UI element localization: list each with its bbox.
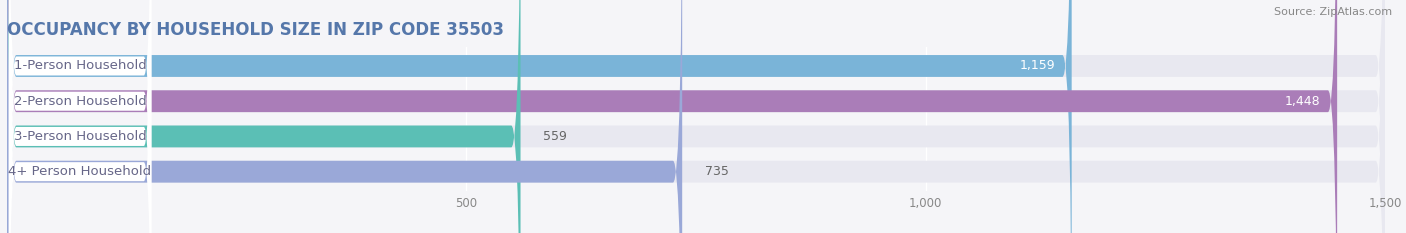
Text: OCCUPANCY BY HOUSEHOLD SIZE IN ZIP CODE 35503: OCCUPANCY BY HOUSEHOLD SIZE IN ZIP CODE … bbox=[7, 21, 503, 39]
FancyBboxPatch shape bbox=[7, 0, 1385, 233]
FancyBboxPatch shape bbox=[7, 0, 682, 233]
FancyBboxPatch shape bbox=[7, 0, 1385, 233]
Text: 2-Person Household: 2-Person Household bbox=[14, 95, 146, 108]
FancyBboxPatch shape bbox=[7, 0, 1385, 233]
Text: 1,448: 1,448 bbox=[1285, 95, 1320, 108]
FancyBboxPatch shape bbox=[8, 0, 152, 233]
Text: Source: ZipAtlas.com: Source: ZipAtlas.com bbox=[1274, 7, 1392, 17]
Text: 559: 559 bbox=[544, 130, 568, 143]
FancyBboxPatch shape bbox=[8, 0, 152, 233]
Text: 1-Person Household: 1-Person Household bbox=[14, 59, 146, 72]
Text: 4+ Person Household: 4+ Person Household bbox=[8, 165, 152, 178]
Text: 3-Person Household: 3-Person Household bbox=[14, 130, 146, 143]
Text: 1,159: 1,159 bbox=[1019, 59, 1054, 72]
FancyBboxPatch shape bbox=[7, 0, 1071, 233]
FancyBboxPatch shape bbox=[7, 0, 1385, 233]
FancyBboxPatch shape bbox=[7, 0, 520, 233]
FancyBboxPatch shape bbox=[8, 0, 152, 233]
FancyBboxPatch shape bbox=[8, 0, 152, 233]
FancyBboxPatch shape bbox=[7, 0, 1337, 233]
Text: 735: 735 bbox=[706, 165, 730, 178]
